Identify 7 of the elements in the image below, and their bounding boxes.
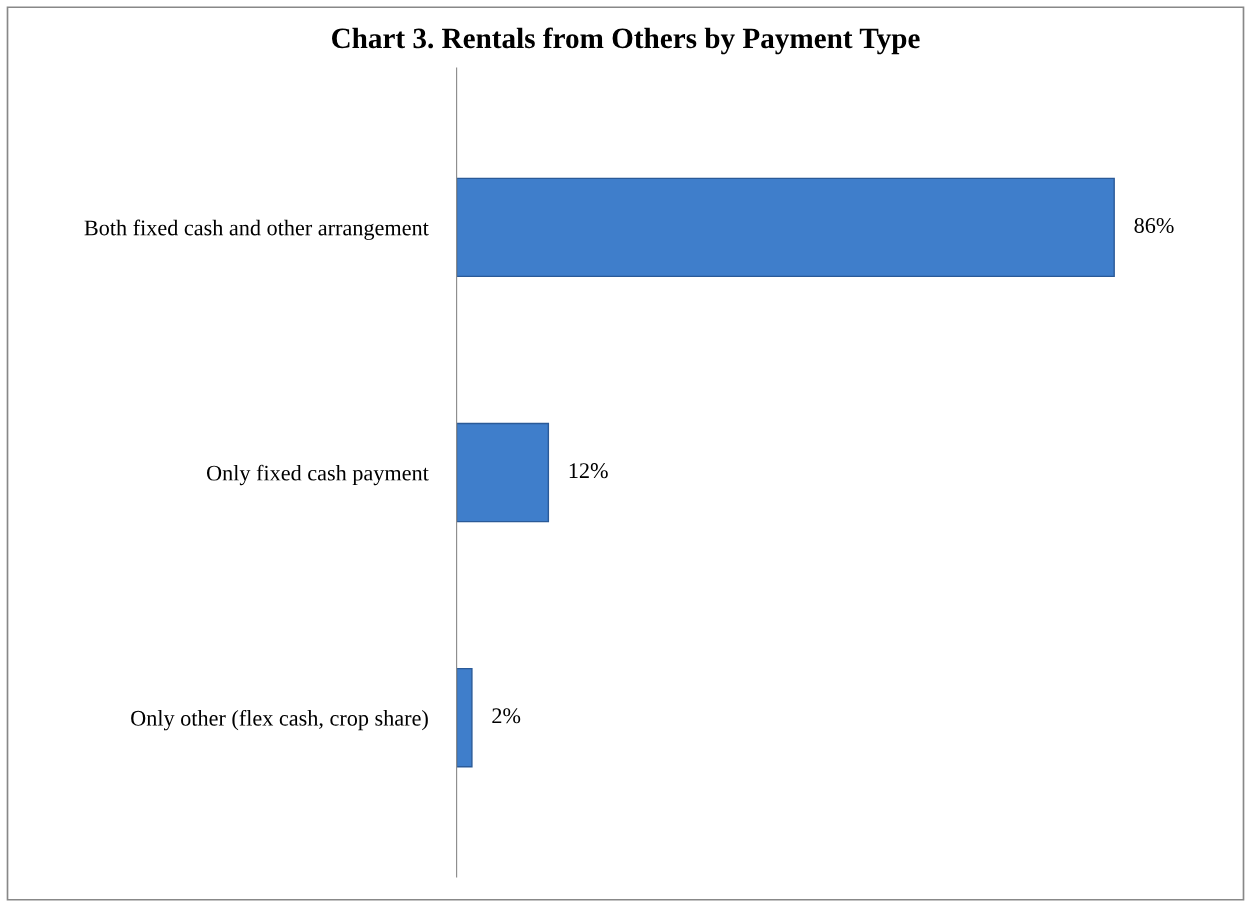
- data-label: 2%: [492, 708, 521, 724]
- y-tick-label: Only fixed cash payment: [206, 464, 429, 486]
- chart-title: Chart 3. Rentals from Others by Payment Type: [332, 27, 920, 55]
- data-label: 12%: [569, 463, 608, 479]
- y-tick-label: Only other (flex cash, crop share): [131, 709, 428, 731]
- data-label: 86%: [1134, 217, 1174, 234]
- y-tick-label: Both fixed cash and other arrangement: [84, 219, 429, 240]
